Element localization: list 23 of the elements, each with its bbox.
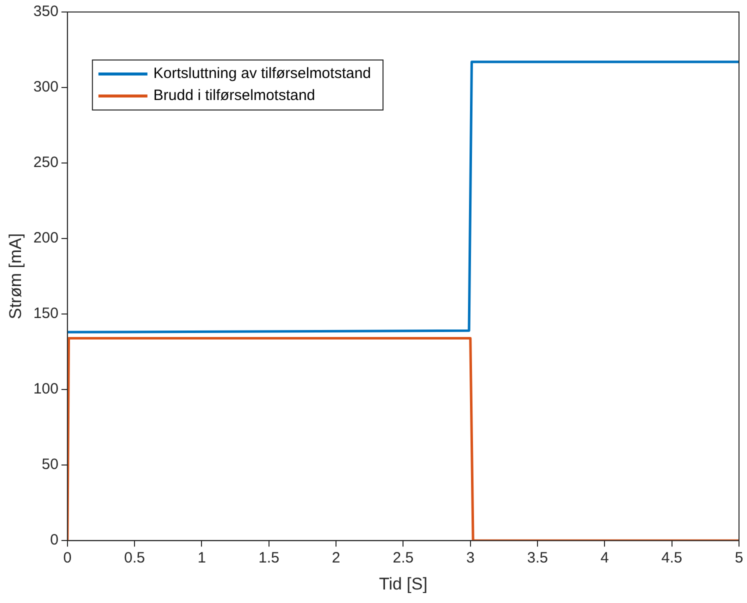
- y-tick-label: 300: [33, 78, 58, 96]
- y-axis-title: Strøm [mA]: [6, 233, 25, 320]
- y-tick-label: 350: [33, 3, 58, 20]
- x-tick-label: 1.5: [258, 550, 280, 567]
- x-tick-label: 1: [198, 550, 206, 567]
- y-tick-label: 200: [33, 230, 58, 247]
- y-tick-label: 150: [33, 305, 58, 322]
- x-tick-label: 2.5: [392, 550, 414, 567]
- x-tick-label: 4: [600, 550, 609, 567]
- x-tick-label: 3: [466, 550, 475, 567]
- x-tick-label: 5: [734, 550, 744, 567]
- y-tick-label: 50: [42, 456, 58, 474]
- y-tick-label: 100: [33, 380, 58, 398]
- x-tick-label: 0.5: [124, 550, 146, 567]
- x-tick-label: 2: [332, 550, 340, 567]
- y-tick-label: 250: [33, 154, 58, 172]
- y-tick-label: 0: [50, 532, 58, 549]
- legend-label: Kortsluttning av tilførselmotstand: [153, 65, 372, 82]
- x-tick-label: 0: [63, 550, 72, 567]
- x-axis-title: Tid [S]: [378, 574, 428, 594]
- x-tick-label: 3.5: [527, 550, 548, 567]
- legend-label: Brudd i tilførselmotstand: [153, 87, 316, 104]
- x-tick-label: 4.5: [661, 550, 682, 567]
